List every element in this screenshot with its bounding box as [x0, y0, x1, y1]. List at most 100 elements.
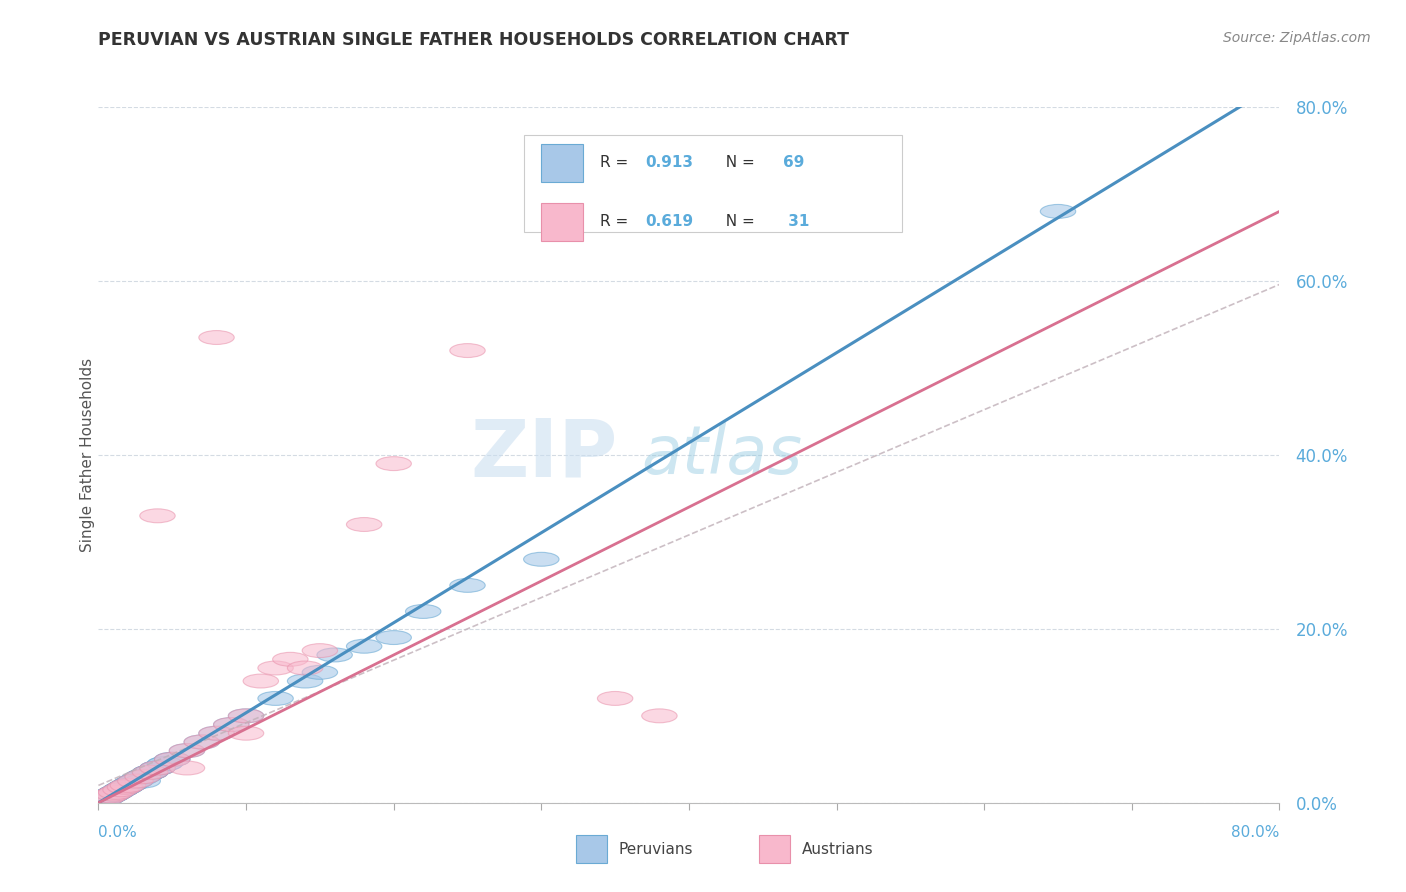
- Ellipse shape: [139, 761, 176, 775]
- Ellipse shape: [169, 744, 205, 757]
- Ellipse shape: [125, 774, 160, 788]
- Ellipse shape: [139, 508, 176, 523]
- Ellipse shape: [118, 774, 153, 788]
- Text: 0.913: 0.913: [645, 155, 693, 170]
- Ellipse shape: [125, 770, 160, 784]
- Ellipse shape: [114, 777, 149, 790]
- Ellipse shape: [107, 780, 143, 794]
- Ellipse shape: [118, 774, 153, 788]
- Ellipse shape: [103, 783, 138, 797]
- Ellipse shape: [110, 779, 146, 792]
- Ellipse shape: [287, 661, 323, 675]
- Ellipse shape: [93, 789, 128, 803]
- Ellipse shape: [257, 691, 294, 706]
- Text: 0.0%: 0.0%: [98, 825, 138, 840]
- Text: 69: 69: [783, 155, 804, 170]
- Ellipse shape: [405, 605, 441, 618]
- Ellipse shape: [155, 752, 190, 766]
- Ellipse shape: [375, 631, 412, 645]
- Bar: [541, 144, 582, 182]
- Ellipse shape: [103, 783, 138, 797]
- Ellipse shape: [155, 752, 190, 766]
- Ellipse shape: [118, 774, 153, 788]
- Ellipse shape: [103, 783, 138, 797]
- Ellipse shape: [107, 780, 143, 794]
- Ellipse shape: [155, 752, 190, 766]
- Ellipse shape: [107, 780, 143, 794]
- Ellipse shape: [132, 765, 167, 780]
- Ellipse shape: [122, 772, 157, 785]
- Ellipse shape: [375, 457, 412, 471]
- Ellipse shape: [93, 789, 128, 803]
- Ellipse shape: [1040, 204, 1076, 219]
- Ellipse shape: [302, 644, 337, 657]
- Ellipse shape: [96, 787, 131, 801]
- Ellipse shape: [98, 785, 134, 799]
- Bar: [541, 202, 582, 241]
- Ellipse shape: [107, 780, 143, 794]
- Ellipse shape: [346, 517, 382, 532]
- Ellipse shape: [139, 761, 176, 775]
- Ellipse shape: [148, 756, 183, 771]
- Ellipse shape: [198, 726, 235, 740]
- Ellipse shape: [641, 709, 678, 723]
- Ellipse shape: [257, 661, 294, 675]
- Ellipse shape: [110, 779, 146, 792]
- Ellipse shape: [132, 765, 167, 780]
- Ellipse shape: [132, 765, 167, 780]
- Ellipse shape: [169, 761, 205, 775]
- Ellipse shape: [118, 774, 153, 788]
- Text: atlas: atlas: [641, 422, 803, 488]
- Ellipse shape: [96, 787, 131, 801]
- Ellipse shape: [198, 726, 235, 740]
- Ellipse shape: [316, 648, 353, 662]
- Text: 80.0%: 80.0%: [1232, 825, 1279, 840]
- Y-axis label: Single Father Households: Single Father Households: [80, 358, 94, 552]
- Ellipse shape: [107, 780, 143, 794]
- Ellipse shape: [103, 783, 138, 797]
- Ellipse shape: [93, 789, 128, 803]
- Ellipse shape: [122, 772, 157, 785]
- Ellipse shape: [243, 674, 278, 688]
- Text: Peruvians: Peruvians: [619, 842, 693, 856]
- Text: 0.619: 0.619: [645, 214, 693, 229]
- Ellipse shape: [139, 761, 176, 775]
- Ellipse shape: [96, 787, 131, 801]
- Ellipse shape: [98, 785, 134, 799]
- Ellipse shape: [125, 770, 160, 784]
- Ellipse shape: [139, 761, 176, 775]
- Text: R =: R =: [600, 214, 634, 229]
- Ellipse shape: [228, 726, 264, 740]
- Ellipse shape: [132, 765, 167, 780]
- Ellipse shape: [148, 756, 183, 771]
- FancyBboxPatch shape: [523, 135, 901, 232]
- Ellipse shape: [107, 780, 143, 794]
- Ellipse shape: [184, 735, 219, 749]
- Ellipse shape: [450, 578, 485, 592]
- Ellipse shape: [450, 343, 485, 358]
- Ellipse shape: [169, 744, 205, 757]
- Ellipse shape: [125, 770, 160, 784]
- Ellipse shape: [103, 783, 138, 797]
- Ellipse shape: [96, 787, 131, 801]
- Text: PERUVIAN VS AUSTRIAN SINGLE FATHER HOUSEHOLDS CORRELATION CHART: PERUVIAN VS AUSTRIAN SINGLE FATHER HOUSE…: [98, 31, 849, 49]
- Text: N =: N =: [716, 155, 759, 170]
- Ellipse shape: [89, 791, 124, 805]
- Ellipse shape: [114, 777, 149, 790]
- Ellipse shape: [114, 777, 149, 790]
- Ellipse shape: [110, 779, 146, 792]
- Ellipse shape: [214, 717, 249, 731]
- Ellipse shape: [103, 783, 138, 797]
- Ellipse shape: [125, 770, 160, 784]
- Text: 31: 31: [783, 214, 810, 229]
- Text: N =: N =: [716, 214, 759, 229]
- Ellipse shape: [89, 791, 124, 805]
- Ellipse shape: [523, 552, 560, 566]
- Ellipse shape: [128, 768, 163, 782]
- Ellipse shape: [214, 717, 249, 731]
- Ellipse shape: [96, 787, 131, 801]
- Ellipse shape: [125, 770, 160, 784]
- Ellipse shape: [98, 785, 134, 799]
- Ellipse shape: [118, 774, 153, 788]
- Ellipse shape: [228, 709, 264, 723]
